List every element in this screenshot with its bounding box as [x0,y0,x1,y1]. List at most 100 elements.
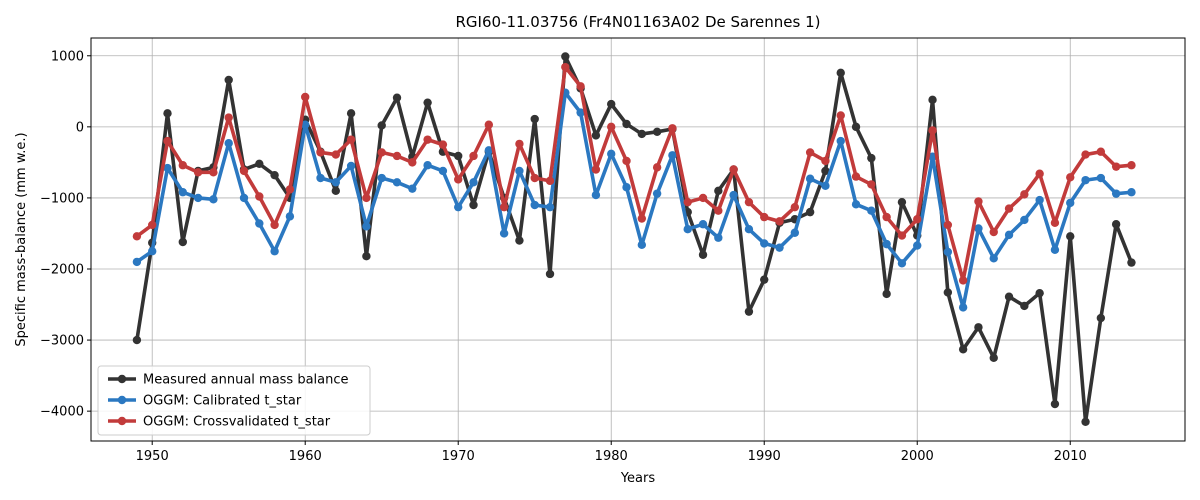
data-point [255,192,264,201]
data-point [362,252,371,261]
axis-ticks: 1950 1960 1970 1980 1990 2000 2010 1000 0 −1000 −2… [40,49,1087,464]
y-axis-title: Specific mass-balance (mm w.e.) [14,132,29,346]
data-point [698,250,708,259]
data-point [515,166,524,176]
data-point [362,222,371,231]
data-point [285,185,295,194]
data-point [423,98,432,107]
data-point [362,193,371,203]
data-point [1066,232,1075,241]
data-point [408,158,417,167]
data-point [1050,245,1060,255]
legend: Measured annual mass balance OGGM: Calibr… [97,365,371,436]
legend-item: OGGM: Calibrated t_star [108,394,302,409]
chart-title: RGI60-11.03756 (Fr4N01163A02 De Sarennes… [455,13,820,31]
data-point [867,180,876,189]
data-point [698,193,708,203]
data-point [652,189,662,198]
data-point [545,202,555,212]
data-point [683,197,692,207]
legend-label: OGGM: Calibrated t_star [143,394,302,409]
data-point [928,95,937,105]
data-point [270,170,279,180]
data-point [239,166,249,176]
data-point [622,156,631,166]
legend-label: Measured annual mass balance [143,373,349,388]
data-point [1035,169,1044,178]
data-point [607,99,616,109]
data-point [423,135,432,144]
data-point [530,114,539,124]
data-point [790,202,800,212]
data-point [1035,288,1044,298]
data-point [943,220,953,230]
data-point [499,229,509,238]
data-point [897,259,907,268]
data-point [775,217,784,226]
data-point [637,129,647,139]
y-tick-label: −2000 [40,262,84,277]
data-point [1066,173,1075,182]
data-point [867,153,876,163]
legend-box [97,365,371,436]
data-point [851,172,861,181]
data-point [591,131,601,140]
data-point [1096,147,1106,156]
data-point [530,200,539,210]
data-point [255,219,264,228]
data-point [760,275,769,284]
data-point [760,212,769,222]
data-point [897,231,907,240]
data-point [989,254,998,263]
data-point [454,202,463,212]
data-point [469,151,478,161]
data-point [1096,313,1106,323]
x-tick-label: 1950 [136,449,169,464]
data-point [148,220,157,230]
data-point [163,163,172,173]
data-point [882,212,891,222]
data-point [867,206,876,215]
data-point [958,276,968,285]
data-point [193,193,203,203]
legend-item: OGGM: Crossvalidated t_star [108,415,331,430]
data-point [989,227,998,237]
data-point [1004,292,1014,301]
data-point [484,120,494,129]
data-point [591,190,601,200]
data-point [652,163,662,172]
data-point [270,220,279,230]
data-point [974,224,983,233]
data-point [805,148,815,157]
data-point [224,75,233,85]
data-point [163,136,172,146]
data-point [851,122,861,132]
data-point [622,183,631,192]
data-point [515,236,524,245]
data-point [744,224,754,234]
data-point [958,345,968,354]
data-point [1020,301,1029,311]
data-point [652,127,662,137]
data-point [1050,399,1060,409]
x-tick-label: 1990 [748,449,781,464]
x-tick-label: 1980 [595,449,628,464]
data-point [515,139,524,149]
data-point [377,121,386,130]
data-point [331,186,341,196]
data-point [1111,162,1121,171]
data-point [683,224,692,234]
data-point [316,148,325,157]
data-point [285,212,295,221]
data-point [958,303,968,312]
data-point [668,124,677,133]
data-point [1066,198,1075,208]
y-tick-label: 1000 [51,49,84,64]
data-point [989,353,998,363]
data-point [698,220,708,229]
data-point [499,202,509,212]
series-layer [132,52,1136,427]
data-point [346,161,356,171]
data-point [714,186,723,196]
data-point [591,165,601,174]
